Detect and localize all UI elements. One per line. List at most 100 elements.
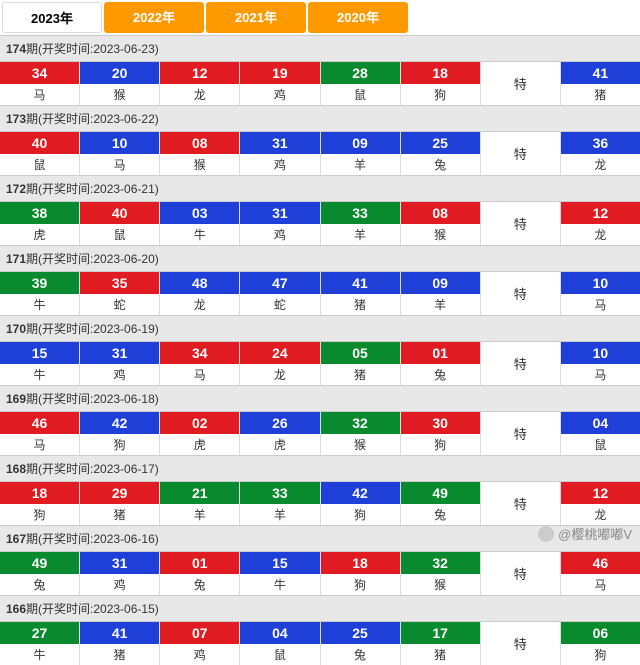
special-zodiac: 马 bbox=[561, 574, 640, 595]
ball-zodiac: 马 bbox=[0, 434, 79, 455]
ball-number: 42 bbox=[321, 482, 400, 504]
ball-zodiac: 猴 bbox=[160, 154, 239, 175]
ball-cell-4: 25兔 bbox=[321, 622, 401, 665]
ball-number: 31 bbox=[240, 132, 319, 154]
ball-zodiac: 牛 bbox=[0, 644, 79, 665]
ball-number: 24 bbox=[240, 342, 319, 364]
ball-cell-4: 42狗 bbox=[321, 482, 401, 525]
special-number: 12 bbox=[561, 482, 640, 504]
ball-number: 10 bbox=[80, 132, 159, 154]
ball-cell-4: 32猴 bbox=[321, 412, 401, 455]
ball-zodiac: 羊 bbox=[401, 294, 480, 315]
ball-number: 15 bbox=[0, 342, 79, 364]
year-tab-0[interactable]: 2023年 bbox=[2, 2, 102, 33]
period-header: 170期(开奖时间:2023-06-19) bbox=[0, 316, 640, 342]
ball-row: 38虎40鼠03牛31鸡33羊08猴特12龙 bbox=[0, 202, 640, 245]
period-header: 173期(开奖时间:2023-06-22) bbox=[0, 106, 640, 132]
ball-cell-3: 47蛇 bbox=[240, 272, 320, 315]
ball-zodiac: 猪 bbox=[80, 644, 159, 665]
ball-cell-0: 46马 bbox=[0, 412, 80, 455]
period-168: 168期(开奖时间:2023-06-17)18狗29猪21羊33羊42狗49兔特… bbox=[0, 455, 640, 525]
ball-cell-0: 15牛 bbox=[0, 342, 80, 385]
ball-row: 27牛41猪07鸡04鼠25兔17猪特06狗 bbox=[0, 622, 640, 665]
periods-container: 174期(开奖时间:2023-06-23)34马20猴12龙19鸡28鼠18狗特… bbox=[0, 35, 640, 665]
ball-number: 27 bbox=[0, 622, 79, 644]
ball-number: 25 bbox=[401, 132, 480, 154]
special-zodiac: 龙 bbox=[561, 504, 640, 525]
ball-zodiac: 狗 bbox=[321, 574, 400, 595]
year-tab-1[interactable]: 2022年 bbox=[104, 2, 204, 33]
ball-cell-5: 01兔 bbox=[401, 342, 481, 385]
ball-number: 01 bbox=[160, 552, 239, 574]
ball-cell-4: 28鼠 bbox=[321, 62, 401, 105]
ball-cell-5: 49兔 bbox=[401, 482, 481, 525]
ball-zodiac: 猴 bbox=[401, 574, 480, 595]
ball-zodiac: 猴 bbox=[80, 84, 159, 105]
special-zodiac: 鼠 bbox=[561, 434, 640, 455]
year-tab-3[interactable]: 2020年 bbox=[308, 2, 408, 33]
ball-number: 34 bbox=[0, 62, 79, 84]
special-label: 特 bbox=[481, 272, 561, 315]
ball-number: 03 bbox=[160, 202, 239, 224]
special-zodiac: 马 bbox=[561, 294, 640, 315]
ball-number: 30 bbox=[401, 412, 480, 434]
ball-zodiac: 羊 bbox=[240, 504, 319, 525]
ball-cell-1: 31鸡 bbox=[80, 342, 160, 385]
ball-number: 08 bbox=[401, 202, 480, 224]
ball-zodiac: 鸡 bbox=[160, 644, 239, 665]
period-header: 166期(开奖时间:2023-06-15) bbox=[0, 596, 640, 622]
period-header: 169期(开奖时间:2023-06-18) bbox=[0, 386, 640, 412]
special-number: 10 bbox=[561, 272, 640, 294]
ball-cell-1: 42狗 bbox=[80, 412, 160, 455]
ball-zodiac: 猪 bbox=[401, 644, 480, 665]
ball-cell-5: 09羊 bbox=[401, 272, 481, 315]
ball-zodiac: 狗 bbox=[0, 504, 79, 525]
ball-zodiac: 狗 bbox=[80, 434, 159, 455]
ball-cell-5: 17猪 bbox=[401, 622, 481, 665]
ball-number: 18 bbox=[321, 552, 400, 574]
special-zodiac: 猪 bbox=[561, 84, 640, 105]
special-cell: 12龙 bbox=[561, 202, 640, 245]
ball-number: 34 bbox=[160, 342, 239, 364]
ball-cell-1: 35蛇 bbox=[80, 272, 160, 315]
ball-cell-4: 41猪 bbox=[321, 272, 401, 315]
ball-zodiac: 牛 bbox=[0, 294, 79, 315]
ball-row: 49兔31鸡01兔15牛18狗32猴特46马 bbox=[0, 552, 640, 595]
ball-number: 41 bbox=[80, 622, 159, 644]
ball-number: 31 bbox=[240, 202, 319, 224]
ball-zodiac: 虎 bbox=[0, 224, 79, 245]
ball-row: 34马20猴12龙19鸡28鼠18狗特41猪 bbox=[0, 62, 640, 105]
ball-cell-0: 27牛 bbox=[0, 622, 80, 665]
ball-zodiac: 鼠 bbox=[321, 84, 400, 105]
year-tab-2[interactable]: 2021年 bbox=[206, 2, 306, 33]
ball-zodiac: 猪 bbox=[321, 294, 400, 315]
ball-zodiac: 羊 bbox=[321, 154, 400, 175]
special-label: 特 bbox=[481, 132, 561, 175]
ball-cell-2: 08猴 bbox=[160, 132, 240, 175]
ball-number: 08 bbox=[160, 132, 239, 154]
special-zodiac: 龙 bbox=[561, 154, 640, 175]
year-tabs: 2023年2022年2021年2020年 bbox=[0, 0, 640, 35]
ball-cell-3: 04鼠 bbox=[240, 622, 320, 665]
ball-number: 18 bbox=[0, 482, 79, 504]
ball-zodiac: 虎 bbox=[240, 434, 319, 455]
ball-zodiac: 龙 bbox=[160, 84, 239, 105]
ball-cell-0: 39牛 bbox=[0, 272, 80, 315]
watermark: @樱桃嘟嘟V bbox=[538, 524, 632, 543]
ball-cell-0: 18狗 bbox=[0, 482, 80, 525]
ball-cell-5: 08猴 bbox=[401, 202, 481, 245]
ball-zodiac: 鼠 bbox=[0, 154, 79, 175]
ball-cell-2: 12龙 bbox=[160, 62, 240, 105]
ball-zodiac: 羊 bbox=[321, 224, 400, 245]
ball-zodiac: 牛 bbox=[240, 574, 319, 595]
ball-cell-2: 01兔 bbox=[160, 552, 240, 595]
period-174: 174期(开奖时间:2023-06-23)34马20猴12龙19鸡28鼠18狗特… bbox=[0, 35, 640, 105]
ball-number: 04 bbox=[240, 622, 319, 644]
ball-number: 26 bbox=[240, 412, 319, 434]
special-number: 06 bbox=[561, 622, 640, 644]
ball-row: 46马42狗02虎26虎32猴30狗特04鼠 bbox=[0, 412, 640, 455]
ball-number: 05 bbox=[321, 342, 400, 364]
ball-cell-0: 34马 bbox=[0, 62, 80, 105]
ball-row: 40鼠10马08猴31鸡09羊25兔特36龙 bbox=[0, 132, 640, 175]
ball-cell-3: 26虎 bbox=[240, 412, 320, 455]
